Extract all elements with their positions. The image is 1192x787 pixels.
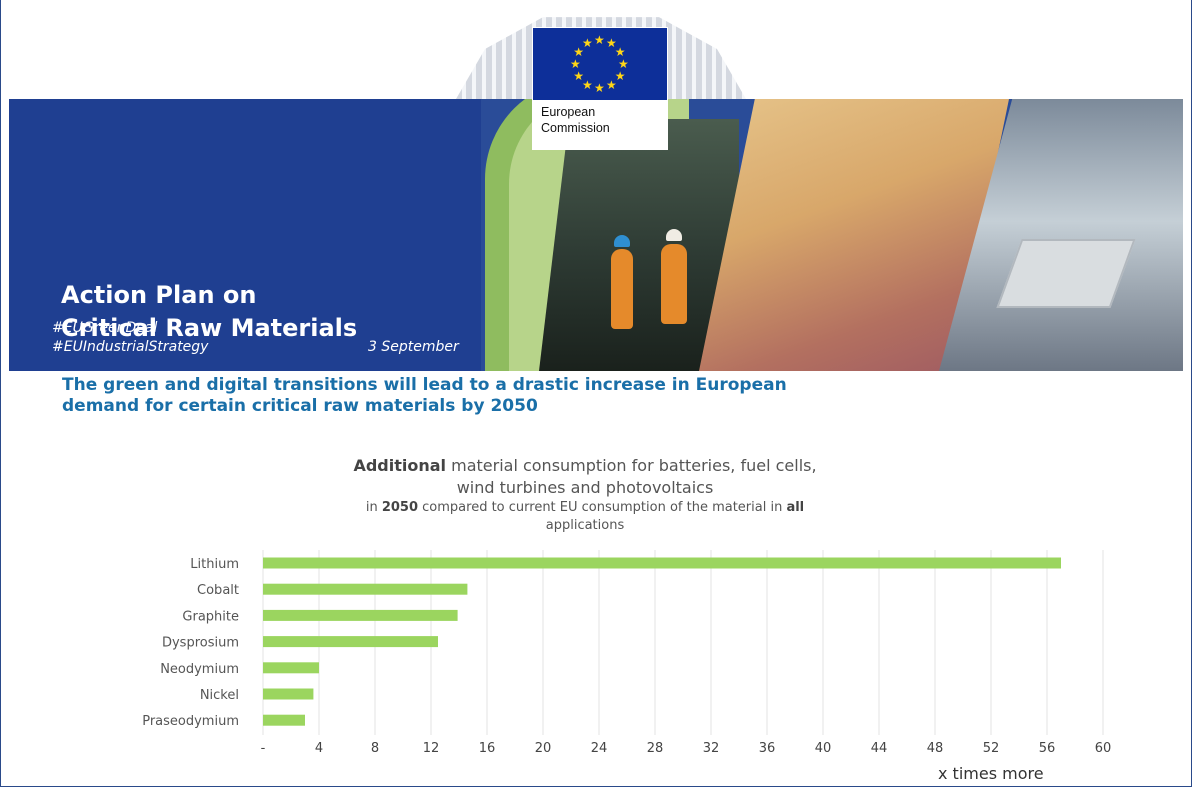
slide-headline: The green and digital transitions will l… — [62, 375, 1182, 417]
x-tick-label: 48 — [927, 741, 944, 756]
banner-title: Action Plan on Critical Raw Materials — [61, 279, 357, 345]
chart-title: Additional material consumption for batt… — [190, 455, 980, 535]
mine-workers-photo — [539, 119, 739, 371]
hashtag-greendeal: #EUGreenDeal — [52, 320, 158, 336]
x-tick-label: 40 — [815, 741, 832, 756]
x-tick-label: 56 — [1039, 741, 1056, 756]
x-tick-label: - — [261, 741, 266, 756]
x-tick-label: 12 — [423, 741, 440, 756]
chart-title-all: all — [786, 500, 805, 515]
bar-lithium — [263, 557, 1061, 569]
category-label: Cobalt — [197, 583, 239, 598]
chart-title-line2: wind turbines and photovoltaics — [456, 478, 714, 497]
ec-logo-text: European Commission — [541, 104, 610, 136]
x-tick-label: 28 — [647, 741, 664, 756]
x-tick-label: 44 — [871, 741, 888, 756]
chart-title-line4: applications — [545, 518, 625, 533]
bar-graphite — [263, 609, 458, 621]
x-tick-label: 24 — [591, 741, 608, 756]
worker-helmet — [614, 235, 630, 247]
eu-star-icon: ★ — [614, 69, 626, 83]
x-tick-label: 32 — [703, 741, 720, 756]
worker-figure — [611, 249, 633, 329]
chart-title-year: 2050 — [381, 500, 419, 515]
banner-date: 3 September — [368, 339, 459, 355]
chart-title-pre3: in — [365, 500, 382, 515]
ec-logo-line1: European — [541, 105, 596, 119]
bar-neodymium — [263, 662, 319, 674]
chart-title-line3: in 2050 compared to current EU consumpti… — [190, 499, 980, 517]
eu-star-icon: ★ — [618, 57, 629, 71]
x-tick-label: 4 — [315, 741, 323, 756]
banner-title-line2: Critical Raw Materials — [61, 314, 358, 342]
worker-helmet — [666, 229, 682, 241]
x-tick-label: 36 — [759, 741, 776, 756]
eu-star-icon: ★ — [594, 33, 605, 47]
eu-star-icon: ★ — [582, 77, 593, 92]
bar-praseodymium — [263, 714, 305, 726]
eu-star-icon: ★ — [606, 36, 617, 51]
hashtags: #EUGreenDeal #EUIndustrialStrategy — [52, 319, 208, 357]
eu-star-icon: ★ — [570, 57, 581, 71]
hashtag-industrialstrategy: #EUIndustrialStrategy — [52, 339, 209, 355]
bar-cobalt — [263, 583, 468, 595]
headline-line1: The green and digital transitions will l… — [62, 375, 787, 395]
chart-title-bold1: Additional — [353, 456, 447, 475]
category-label: Nickel — [200, 688, 239, 703]
x-tick-label: 8 — [371, 741, 379, 756]
eu-star-icon: ★ — [573, 45, 584, 59]
ec-logo-line2: Commission — [541, 121, 610, 135]
bar-nickel — [263, 688, 314, 700]
eu-star-icon: ★ — [582, 36, 593, 51]
chart-title-rest1: material consumption for batteries, fuel… — [446, 456, 817, 475]
bar-dysprosium — [263, 636, 438, 648]
eu-star-icon: ★ — [606, 77, 617, 92]
x-tick-label: 60 — [1095, 741, 1112, 756]
category-label: Praseodymium — [142, 714, 239, 729]
category-label: Graphite — [182, 609, 239, 624]
worker-figure — [661, 244, 687, 324]
eu-star-icon: ★ — [614, 45, 626, 59]
category-label: Lithium — [190, 557, 239, 572]
x-tick-label: 20 — [535, 741, 552, 756]
eu-star-icon: ★ — [594, 81, 605, 95]
x-tick-label: 52 — [983, 741, 1000, 756]
eu-flag-icon: ★ ★ ★ ★ ★ ★ ★ ★ ★ ★ ★ ★ — [533, 28, 667, 100]
chart-title-line1: Additional material consumption for batt… — [190, 455, 980, 477]
chart-title-mid3: compared to current EU consumption of th… — [418, 500, 787, 515]
category-label: Dysprosium — [162, 636, 239, 651]
headline-line2: demand for certain critical raw material… — [62, 396, 538, 416]
x-tick-label: 16 — [479, 741, 496, 756]
banner-title-line1: Action Plan on — [61, 281, 257, 309]
eu-star-icon: ★ — [573, 69, 584, 83]
category-label: Neodymium — [160, 662, 239, 677]
x-axis-label: x times more — [938, 764, 1044, 783]
